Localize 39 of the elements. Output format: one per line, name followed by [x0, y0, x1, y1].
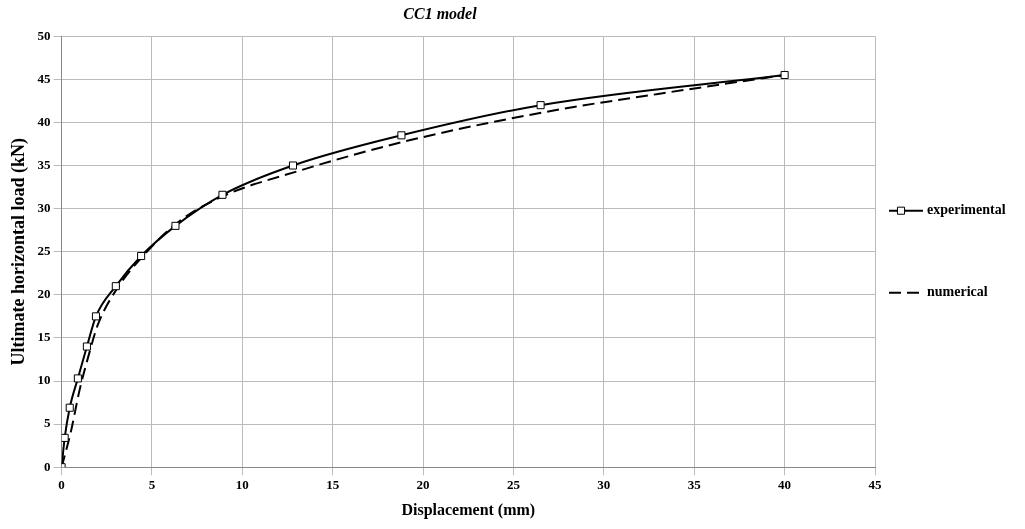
x-axis-title: Displacement (mm) — [401, 500, 536, 519]
point — [397, 131, 406, 140]
y-tick-label: 0 — [44, 458, 51, 474]
point — [536, 101, 545, 110]
x-tick-label: 0 — [58, 477, 65, 493]
y-tick-label: 50 — [37, 27, 51, 43]
y-tick-label: 5 — [44, 415, 52, 431]
x-tick-label: 40 — [778, 477, 792, 493]
x-tick-label: 20 — [416, 477, 430, 493]
point — [171, 221, 180, 230]
y-tick-label: 40 — [37, 113, 51, 129]
x-tick-label: 5 — [148, 477, 156, 493]
legend-label: numerical — [927, 284, 988, 300]
y-tick-label: 25 — [37, 243, 52, 259]
y-tick-label: 45 — [37, 70, 52, 86]
x-tick-label: 35 — [687, 477, 702, 493]
y-tick-label: 20 — [37, 286, 51, 302]
point — [65, 403, 74, 412]
x-tick-label: 30 — [597, 477, 611, 493]
chart-title: CC1 model — [403, 4, 478, 22]
point — [288, 161, 297, 170]
y-tick-label: 30 — [37, 199, 51, 215]
point — [61, 433, 69, 442]
point — [82, 342, 91, 351]
y-axis-title: Ultimate horizontal load (kN) — [8, 137, 30, 366]
point — [218, 190, 227, 199]
point — [73, 374, 82, 383]
y-tick-label: 35 — [37, 156, 52, 172]
x-tick-label: 10 — [235, 477, 249, 493]
y-tick-label: 10 — [37, 372, 51, 388]
point — [111, 282, 120, 291]
legend-label: experimental — [927, 202, 1006, 218]
x-tick-label: 15 — [326, 477, 340, 493]
x-tick-label: 25 — [506, 477, 521, 493]
x-tick-label: 45 — [868, 477, 882, 493]
point — [780, 70, 789, 80]
point — [137, 251, 146, 261]
y-tick-label: 15 — [37, 329, 52, 345]
point — [91, 312, 100, 321]
